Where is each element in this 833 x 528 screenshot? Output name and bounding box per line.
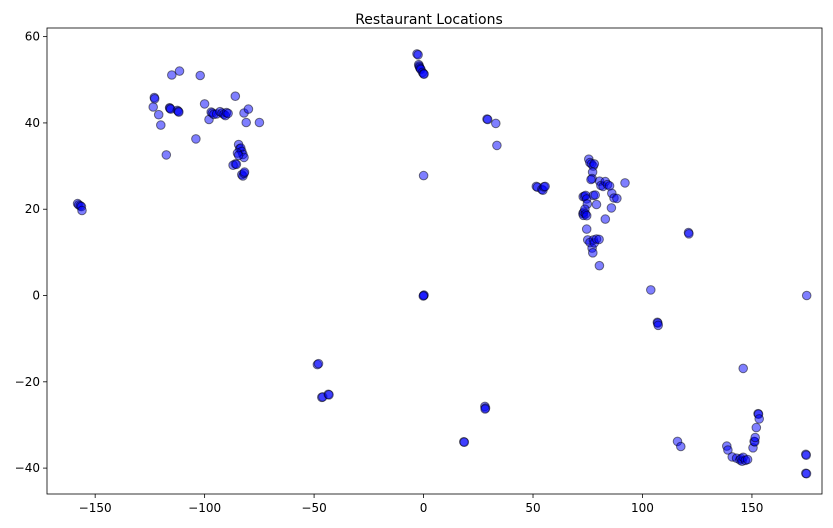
data-point <box>588 248 598 258</box>
data-point <box>751 422 762 433</box>
data-point <box>738 363 749 374</box>
data-point <box>586 174 596 185</box>
y-tick-label: 0 <box>32 289 40 303</box>
chart-title: Restaurant Locations <box>355 12 503 28</box>
data-point <box>191 134 201 144</box>
data-point <box>313 358 324 369</box>
data-point <box>612 193 622 204</box>
y-tick-label: −20 <box>15 375 40 389</box>
data-point <box>174 107 184 117</box>
data-point <box>199 99 210 109</box>
data-point <box>581 224 592 234</box>
x-tick-label: 50 <box>525 501 540 515</box>
data-point <box>153 109 164 120</box>
y-axis-ticks: −40 −20 0 20 40 60 <box>15 30 47 475</box>
data-point <box>620 178 630 188</box>
data-point <box>594 260 605 271</box>
data-point <box>156 120 166 130</box>
data-point <box>149 94 160 104</box>
data-point <box>540 181 550 192</box>
data-point <box>418 291 429 301</box>
data-point <box>684 229 694 239</box>
data-point <box>676 441 686 452</box>
data-point <box>254 117 265 128</box>
data-point <box>459 437 470 448</box>
y-tick-label: −40 <box>15 461 40 475</box>
data-point <box>492 140 502 151</box>
x-tick-label: 100 <box>631 501 654 515</box>
data-point <box>148 102 158 112</box>
x-axis-ticks: −150 −100 −50 0 50 100 150 <box>79 494 763 515</box>
data-point <box>231 159 242 170</box>
x-tick-label: 0 <box>420 501 428 515</box>
data-point <box>480 404 490 414</box>
x-tick-label: −50 <box>301 501 326 515</box>
data-point <box>591 199 602 210</box>
data-point <box>167 70 177 80</box>
data-point <box>653 320 664 331</box>
data-point <box>233 150 244 161</box>
data-point <box>161 150 172 160</box>
data-point <box>600 214 611 224</box>
data-point <box>750 432 761 443</box>
data-point <box>594 234 604 245</box>
data-point <box>239 167 250 177</box>
data-point <box>606 203 617 213</box>
data-point <box>77 205 87 216</box>
data-point <box>413 50 423 60</box>
y-tick-label: 40 <box>25 116 40 130</box>
data-point <box>418 170 429 181</box>
data-point <box>223 108 233 119</box>
y-tick-label: 60 <box>25 30 40 44</box>
data-point <box>801 290 812 301</box>
data-point <box>801 468 812 479</box>
data-point <box>801 450 812 461</box>
data-point <box>230 91 241 101</box>
data-point <box>482 114 493 125</box>
x-tick-label: 150 <box>740 501 763 515</box>
data-point <box>174 66 185 76</box>
data-point <box>195 70 205 81</box>
data-point <box>754 414 765 424</box>
points-layer <box>72 49 812 479</box>
data-point <box>590 190 601 200</box>
data-point <box>324 390 334 400</box>
data-point <box>243 104 254 114</box>
data-point <box>241 117 251 128</box>
data-point <box>491 118 501 129</box>
y-tick-label: 20 <box>25 202 40 216</box>
data-point <box>646 285 656 295</box>
data-point <box>742 454 753 465</box>
x-tick-label: −150 <box>79 501 112 515</box>
data-point <box>581 210 592 221</box>
data-point <box>419 69 429 79</box>
x-tick-label: −100 <box>188 501 221 515</box>
data-point <box>723 445 733 455</box>
plot-frame <box>46 27 823 495</box>
data-point <box>589 159 600 169</box>
